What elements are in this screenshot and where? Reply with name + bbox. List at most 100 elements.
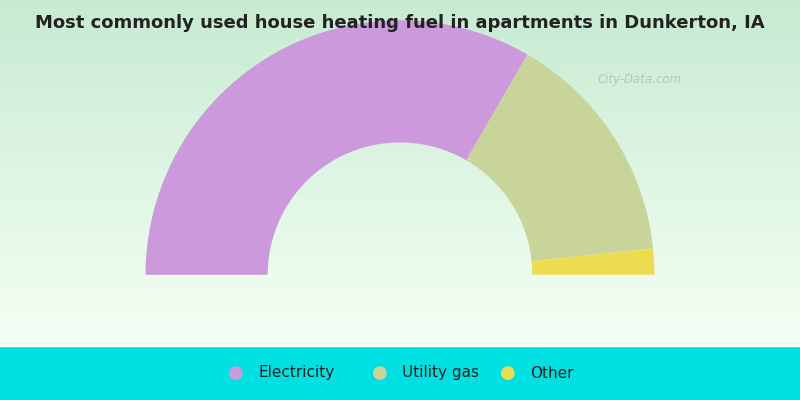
Polygon shape [531, 248, 654, 275]
Bar [0, 333, 800, 334]
Bar [0, 108, 800, 110]
Bar [0, 301, 800, 302]
Bar [0, 175, 800, 176]
Bar [0, 178, 800, 179]
Bar [0, 179, 800, 180]
Bar [0, 14, 800, 15]
Bar [0, 38, 800, 39]
Bar [0, 164, 800, 165]
Bar [0, 346, 800, 400]
Bar [0, 194, 800, 195]
Bar [0, 254, 800, 255]
Bar [0, 148, 800, 149]
Bar [0, 231, 800, 232]
Bar [0, 13, 800, 14]
Bar [0, 121, 800, 122]
Bar [0, 12, 800, 13]
Bar [0, 329, 800, 330]
Bar [0, 268, 800, 269]
Bar [0, 294, 800, 295]
Bar [0, 58, 800, 59]
Bar [0, 252, 800, 254]
Bar [0, 200, 800, 201]
Bar [0, 342, 800, 344]
Bar [0, 28, 800, 29]
Bar [0, 6, 800, 7]
Bar [0, 309, 800, 310]
Bar [0, 72, 800, 73]
Bar [0, 39, 800, 40]
Bar [0, 140, 800, 141]
Bar [0, 18, 800, 20]
Bar [0, 50, 800, 51]
Bar [0, 198, 800, 200]
Bar [0, 119, 800, 120]
Bar [0, 284, 800, 285]
Bar [0, 209, 800, 210]
Bar [0, 326, 800, 328]
Bar [0, 59, 800, 60]
Bar [0, 168, 800, 170]
Bar [0, 183, 800, 184]
Bar [0, 344, 800, 345]
Bar [0, 31, 800, 32]
Text: Utility gas: Utility gas [402, 366, 479, 380]
Bar [0, 320, 800, 321]
Bar [0, 218, 800, 219]
Bar [0, 137, 800, 138]
Bar [0, 197, 800, 198]
Bar [0, 43, 800, 44]
Bar [0, 16, 800, 17]
Bar [0, 186, 800, 187]
Bar [0, 316, 800, 317]
Bar [0, 269, 800, 270]
Bar [0, 260, 800, 261]
Bar [0, 37, 800, 38]
Bar [0, 258, 800, 260]
Bar [0, 208, 800, 209]
Bar [0, 159, 800, 160]
Bar [0, 98, 800, 99]
Bar [0, 250, 800, 252]
Bar [0, 134, 800, 135]
Bar [0, 8, 800, 9]
Bar [0, 56, 800, 58]
Bar [0, 36, 800, 37]
Bar [0, 248, 800, 249]
Bar [0, 339, 800, 340]
Bar [0, 61, 800, 62]
Bar [0, 82, 800, 83]
Bar [0, 92, 800, 94]
Bar [0, 5, 800, 6]
Bar [0, 145, 800, 146]
Bar [0, 44, 800, 45]
Bar [0, 204, 800, 205]
Bar [0, 120, 800, 121]
Bar [0, 51, 800, 52]
Bar [0, 150, 800, 151]
Bar [0, 311, 800, 312]
Bar [0, 277, 800, 278]
Polygon shape [466, 54, 653, 261]
Bar [0, 9, 800, 10]
Bar [0, 242, 800, 243]
Bar [0, 128, 800, 129]
Bar [0, 272, 800, 273]
Bar [0, 225, 800, 226]
Bar [0, 308, 800, 309]
Bar [0, 106, 800, 107]
Bar [0, 165, 800, 166]
Bar [0, 280, 800, 282]
Bar [0, 282, 800, 284]
Bar [0, 141, 800, 142]
Bar [0, 255, 800, 256]
Bar [0, 240, 800, 241]
Bar [0, 210, 800, 211]
Bar [0, 167, 800, 168]
Bar [0, 304, 800, 306]
Bar [0, 89, 800, 90]
Bar [0, 205, 800, 206]
Bar [0, 7, 800, 8]
Bar [0, 182, 800, 183]
Bar [0, 307, 800, 308]
